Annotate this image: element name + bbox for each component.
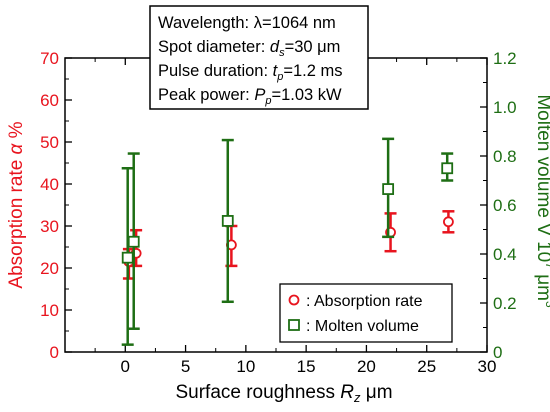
y-right-tick-label: 0.2: [493, 294, 517, 313]
absorption-series: [122, 210, 455, 280]
x-tick-label: 25: [417, 357, 436, 376]
info-line: Spot diameter: ds=30 μm: [158, 38, 340, 59]
x-tick-label: 0: [121, 357, 130, 376]
y-left-tick-label: 30: [40, 217, 59, 236]
molten-point: [441, 162, 454, 175]
y-right-tick-label: 0.4: [493, 245, 517, 264]
info-line: Pulse duration: tp=1.2 ms: [158, 62, 343, 83]
y-left-tick-label: 0: [50, 343, 59, 362]
y-left-axis-label: Absorption rate α %: [6, 121, 27, 288]
y-left-tick-label: 10: [40, 301, 59, 320]
molten-point: [121, 251, 134, 264]
x-tick-label: 5: [181, 357, 190, 376]
molten-point: [127, 235, 140, 248]
legend-label: : Molten volume: [306, 318, 419, 335]
x-tick-label: 15: [297, 357, 316, 376]
info-line: Wavelength: λ=1064 nm: [158, 14, 336, 32]
x-tick-label: 30: [478, 357, 497, 376]
info-line: Peak power: Pp=1.03 kW: [158, 86, 342, 107]
legend-box: [279, 283, 453, 343]
y-right-axis-label: Molten volume V 107 μm3: [533, 94, 550, 308]
x-tick-label: 10: [236, 357, 255, 376]
y-right-tick-label: 0.6: [493, 196, 517, 215]
legend-label: : Absorption rate: [306, 293, 423, 310]
molten-point: [221, 215, 234, 227]
y-left-tick-label: 70: [40, 49, 59, 68]
y-left-tick-label: 50: [40, 133, 59, 152]
legend-marker-circle: [288, 294, 300, 306]
absorption-point: [443, 216, 454, 228]
y-right-tick-label: 0: [493, 343, 502, 362]
legend-marker-square: [288, 319, 300, 331]
y-right-tick-label: 0.8: [493, 147, 517, 166]
y-left-tick-label: 20: [40, 259, 59, 278]
y-right-tick-label: 1.0: [493, 98, 517, 117]
molten-point: [382, 183, 395, 195]
y-left-tick-label: 40: [40, 175, 59, 194]
x-tick-label: 20: [357, 357, 376, 376]
molten-series: [121, 137, 454, 346]
info-box: [149, 5, 369, 110]
x-axis-label: Surface roughness Rz μm: [175, 382, 392, 405]
y-left-tick-label: 60: [40, 91, 59, 110]
y-right-tick-label: 1.2: [493, 49, 517, 68]
